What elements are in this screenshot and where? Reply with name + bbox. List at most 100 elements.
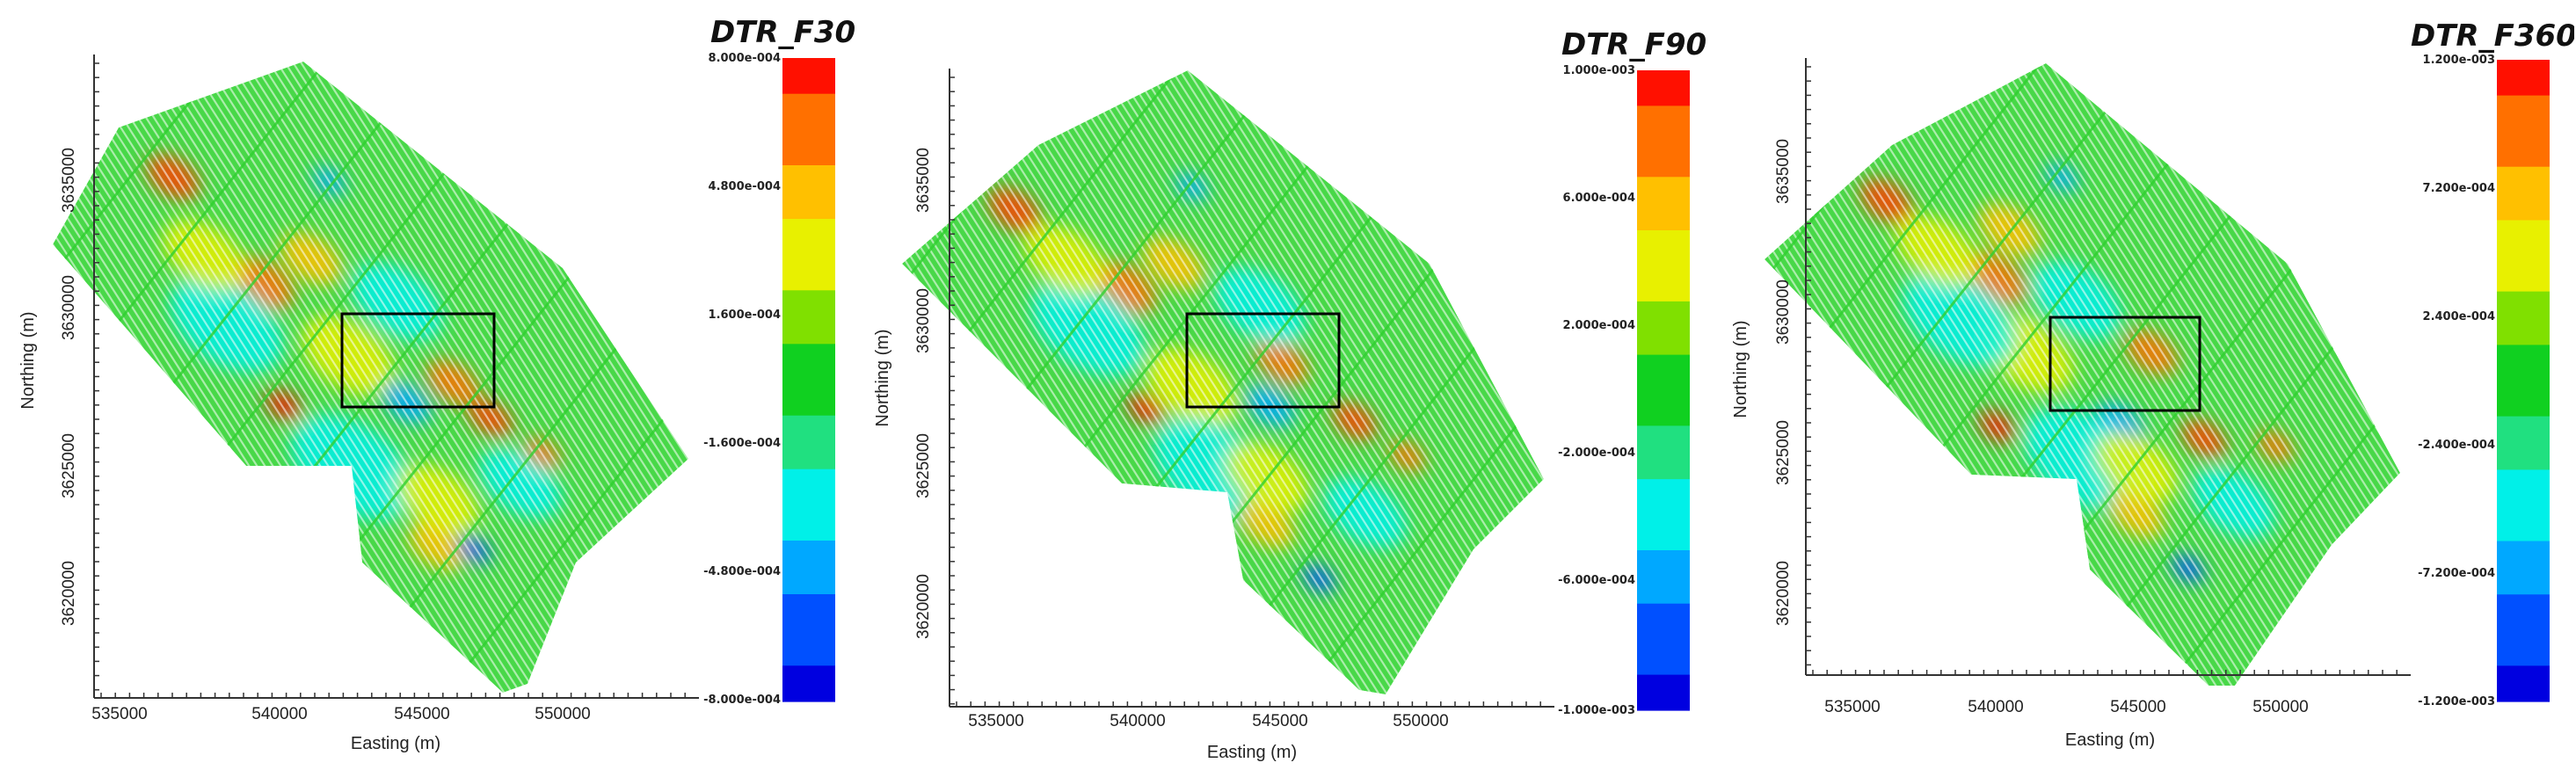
colorbar-step [2497, 256, 2550, 274]
survey-footprint [1765, 63, 2400, 686]
colorbar-step [782, 272, 835, 291]
colorbar-step [1637, 337, 1690, 356]
colorbar-step [782, 433, 835, 452]
colorbar-step [2497, 60, 2550, 78]
colorbar-step [782, 594, 835, 613]
colorbar-step [1637, 514, 1690, 534]
colorbar-step [2497, 273, 2550, 293]
colorbar-step [2497, 541, 2550, 560]
x-axis-title: Easting (m) [1207, 743, 1297, 762]
colorbar-step [782, 361, 835, 381]
colorbar-step [1637, 265, 1690, 285]
y-tick-label: 3630000 [1774, 280, 1793, 345]
survey-map [902, 70, 1544, 694]
x-tick-label: 535000 [91, 705, 147, 723]
colorbar [2497, 60, 2550, 702]
colorbar-label: 4.800e-004 [709, 180, 781, 193]
y-axis-title: Northing (m) [18, 311, 38, 409]
colorbar-step [782, 629, 835, 649]
x-tick-label: 535000 [1824, 698, 1880, 716]
colorbar-title: DTR_F30 [710, 15, 855, 50]
colorbar-step [2497, 77, 2550, 97]
colorbar-step [2497, 433, 2550, 453]
colorbar-step [782, 147, 835, 166]
colorbar-step [2497, 683, 2550, 702]
colorbar-step [782, 254, 835, 273]
colorbar-step [782, 451, 835, 470]
colorbar-step [782, 112, 835, 130]
x-tick-label: 550000 [535, 705, 590, 723]
colorbar-step [1637, 550, 1690, 569]
y-axis-title: Northing (m) [873, 329, 892, 426]
colorbar-step [782, 522, 835, 541]
colorbar-step [782, 219, 835, 237]
colorbar-step [782, 397, 835, 417]
y-tick-label: 3635000 [914, 148, 933, 213]
colorbar-step [1637, 70, 1690, 89]
y-tick-label: 3635000 [1774, 139, 1793, 204]
colorbar-step [782, 58, 835, 76]
tick-marks [94, 62, 686, 698]
colorbar-label: -4.800e-004 [703, 565, 781, 578]
colorbar-step [1637, 88, 1690, 106]
map-panel-2: 535000 540000 545000 550000 Easting (m) … [858, 0, 1716, 770]
colorbar-label: -1.000e-003 [1558, 704, 1635, 717]
colorbar-step [782, 344, 835, 363]
colorbar-step [1637, 159, 1690, 178]
colorbar-step [1637, 621, 1690, 640]
colorbar-step [2497, 149, 2550, 168]
colorbar-step [782, 558, 835, 578]
colorbar-step [782, 129, 835, 149]
colorbar-step [2497, 398, 2550, 418]
y-tick-label: 3620000 [914, 574, 933, 639]
colorbar-step [2497, 469, 2550, 489]
colorbar-label: 6.000e-004 [1563, 192, 1635, 205]
colorbar-label: 2.400e-004 [2423, 310, 2495, 323]
colorbar-step [1637, 674, 1690, 694]
colorbar-label: -8.000e-004 [703, 694, 781, 707]
colorbar-step [782, 505, 835, 524]
colorbar-step [2497, 416, 2550, 435]
colorbar-step [782, 612, 835, 631]
map-svg-1: 535000 540000 545000 550000 Easting (m) … [18, 15, 855, 753]
colorbar-step [782, 576, 835, 595]
y-tick-label: 3620000 [60, 561, 78, 626]
y-tick-label: 3625000 [914, 433, 933, 498]
colorbar-step [782, 308, 835, 327]
colorbar-step [1637, 443, 1690, 462]
colorbar-step [782, 415, 835, 434]
colorbar-step [2497, 629, 2550, 649]
colorbar-step [2497, 648, 2550, 667]
colorbar-step [2497, 452, 2550, 470]
survey-map [53, 62, 688, 693]
colorbar-step [782, 487, 835, 505]
colorbar-step [2497, 381, 2550, 399]
colorbar-step [2497, 95, 2550, 114]
tick-marks [950, 76, 1541, 707]
anomaly-blob [1978, 203, 2041, 257]
y-tick-label: 3620000 [1774, 561, 1793, 626]
anomaly-blob [2095, 432, 2178, 503]
highlight-box [1185, 312, 1341, 409]
colorbar-label: -2.000e-004 [1558, 447, 1635, 460]
y-tick-label: 3625000 [60, 433, 78, 498]
colorbar-label: -7.200e-004 [2418, 567, 2495, 580]
colorbar-step [1637, 692, 1690, 711]
colorbar-step [1637, 425, 1690, 445]
colorbar-step [1637, 105, 1690, 125]
anomaly-blob [1024, 224, 1107, 295]
colorbar-title: DTR_F360 [2411, 18, 2574, 54]
anomaly-blob [1143, 236, 1204, 290]
x-tick-label: 550000 [1393, 712, 1448, 730]
colorbar-step [1637, 283, 1690, 302]
colorbar-label: -2.400e-004 [2418, 439, 2495, 452]
colorbar [1637, 70, 1690, 711]
highlight-box [340, 312, 496, 409]
colorbar-step [1637, 461, 1690, 480]
colorbar-step [1637, 390, 1690, 409]
colorbar-step [2497, 558, 2550, 578]
colorbar-step [2497, 237, 2550, 257]
colorbar-label: 7.200e-004 [2423, 182, 2495, 195]
colorbar-step [1637, 301, 1690, 320]
colorbar-step [782, 290, 835, 309]
